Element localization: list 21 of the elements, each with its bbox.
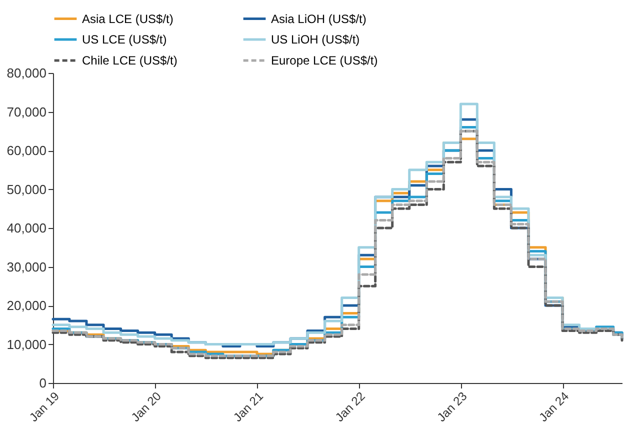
legend-label: US LCE (US$/t) — [82, 32, 167, 46]
legend-label: Chile LCE (US$/t) — [82, 54, 178, 68]
y-tick-label: 10,000 — [6, 336, 46, 352]
x-tick-label: Jan 19 — [26, 388, 62, 424]
y-tick-label: 20,000 — [6, 298, 46, 313]
legend-label: US LiOH (US$/t) — [271, 32, 360, 46]
y-tick-label: 50,000 — [6, 182, 46, 197]
x-tick-label: Jan 24 — [536, 388, 572, 424]
y-tick-label: 70,000 — [6, 104, 46, 120]
legend-label: Europe LCE (US$/t) — [271, 54, 378, 68]
legend-label: Asia LiOH (US$/t) — [271, 12, 366, 26]
x-tick-label: Jan 23 — [434, 388, 470, 424]
y-tick-label: 80,000 — [6, 66, 46, 80]
x-tick-label: Jan 20 — [128, 388, 164, 424]
x-tick-label: Jan 21 — [230, 388, 266, 424]
y-tick-label: 60,000 — [6, 143, 46, 158]
x-tick-label: Jan 22 — [332, 388, 368, 424]
legend-label: Asia LCE (US$/t) — [82, 12, 174, 26]
y-tick-label: 0 — [39, 376, 46, 390]
y-tick-label: 30,000 — [6, 259, 46, 274]
y-tick-label: 40,000 — [6, 220, 46, 236]
